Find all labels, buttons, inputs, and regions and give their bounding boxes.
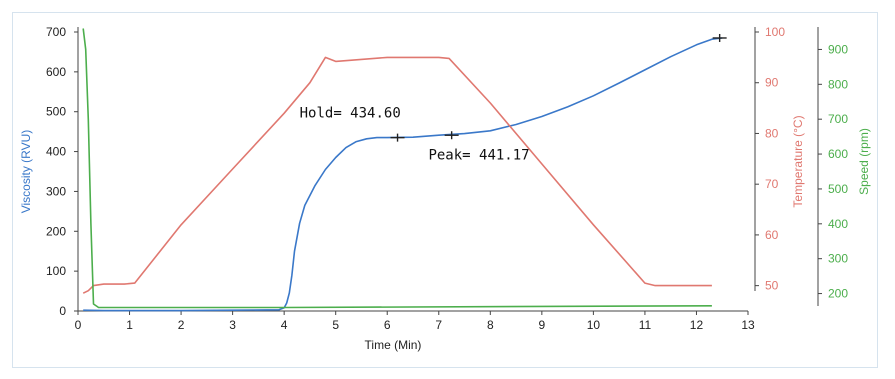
speed-tick-label: 900 <box>828 42 848 56</box>
x-tick-label: 12 <box>690 318 704 332</box>
speed-tick-label: 200 <box>828 287 848 301</box>
viscosity-tick-label: 500 <box>46 105 66 119</box>
x-tick-label: 8 <box>487 318 494 332</box>
viscosity-axis-title: Viscosity (RVU) <box>19 130 33 214</box>
x-tick-label: 1 <box>126 318 133 332</box>
speed-tick-label: 500 <box>828 182 848 196</box>
x-axis-title: Time (Min) <box>365 338 422 352</box>
temperature-tick-label: 100 <box>765 25 785 39</box>
speed-axis-title: Speed (rpm) <box>857 128 871 195</box>
viscosity-tick-label: 100 <box>46 264 66 278</box>
series-lines <box>82 28 723 312</box>
temperature-axis-title: Temperature (°C) <box>791 115 805 207</box>
x-tick-label: 9 <box>539 318 546 332</box>
viscosity-tick-label: 400 <box>46 145 66 159</box>
x-tick-label: 5 <box>332 318 339 332</box>
viscosity-series-line <box>83 37 723 312</box>
chart-frame <box>12 12 878 368</box>
viscosity-tick-label: 600 <box>46 65 66 79</box>
temperature-tick-label: 70 <box>765 177 779 191</box>
annotation-label: Peak= 441.17 <box>428 148 529 164</box>
temperature-tick-label: 50 <box>765 279 779 293</box>
speed-tick-label: 700 <box>828 112 848 126</box>
speed-tick-label: 800 <box>828 77 848 91</box>
x-tick-label: 11 <box>639 318 652 332</box>
viscosity-tick-label: 200 <box>46 224 66 238</box>
x-tick-label: 0 <box>75 318 82 332</box>
speed-tick-label: 300 <box>828 252 848 266</box>
speed-series-line <box>82 28 712 309</box>
annotations: Hold= 434.60 Peak= 441.17 <box>300 33 727 164</box>
speed-tick-label: 400 <box>828 217 848 231</box>
x-tick-label: 6 <box>384 318 391 332</box>
x-tick-label: 3 <box>229 318 236 332</box>
speed-tick-label: 600 <box>828 147 848 161</box>
temperature-tick-label: 60 <box>765 228 779 242</box>
viscosity-tick-label: 0 <box>59 304 66 318</box>
viscosity-tick-label: 300 <box>46 184 66 198</box>
viscosity-tick-label: 700 <box>46 25 66 39</box>
temperature-series-line <box>82 56 712 294</box>
x-tick-label: 7 <box>435 318 442 332</box>
temperature-tick-label: 90 <box>765 76 779 90</box>
x-tick-label: 10 <box>587 318 601 332</box>
x-tick-label: 2 <box>178 318 185 332</box>
temperature-tick-label: 80 <box>765 126 779 140</box>
annotation-label: Hold= 434.60 <box>300 106 401 122</box>
x-tick-label: 13 <box>741 318 755 332</box>
x-tick-label: 4 <box>281 318 288 332</box>
